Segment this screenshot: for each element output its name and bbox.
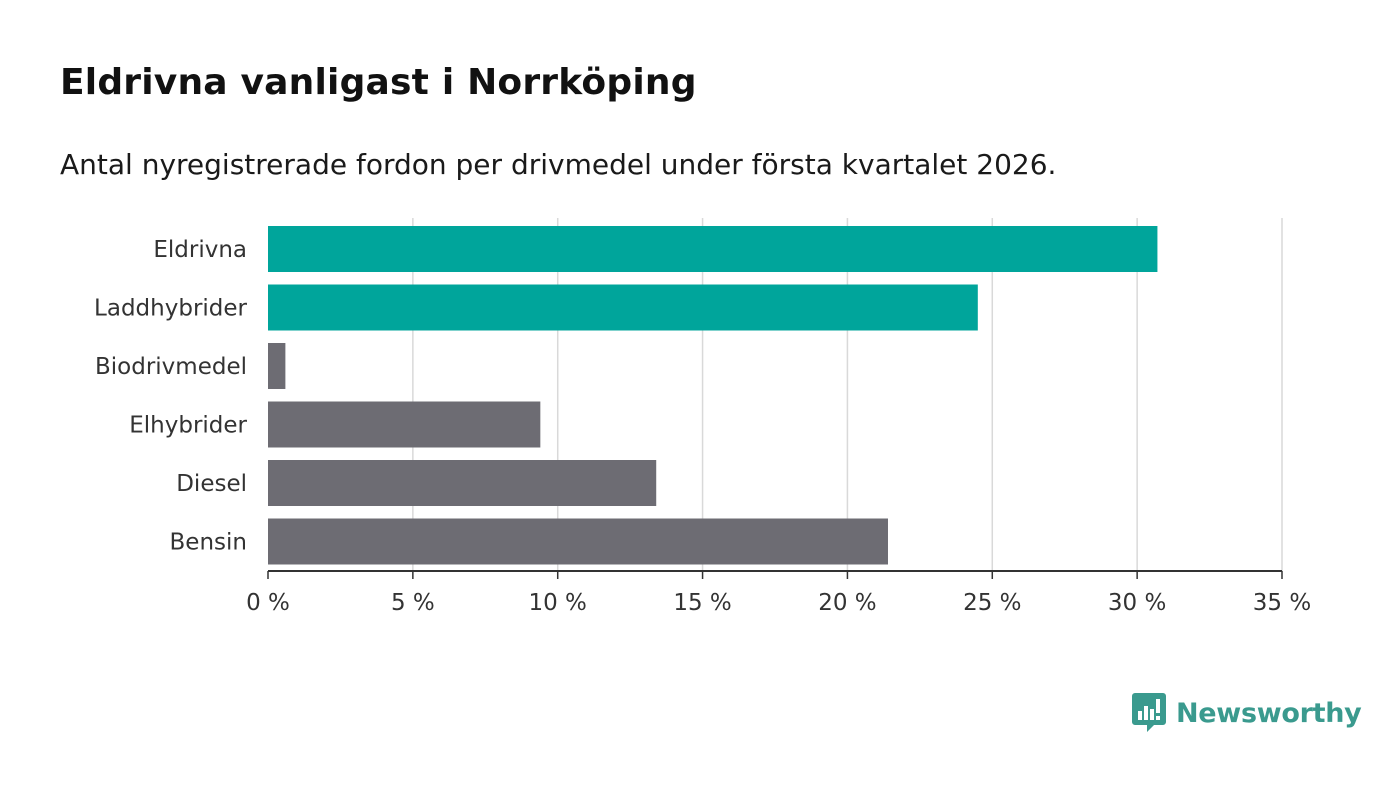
x-tick-label: 25 % — [963, 590, 1021, 616]
brand-name: Newsworthy — [1176, 697, 1362, 729]
x-axis: 0 % 5 % 10 % 15 % 20 % 25 % 30 % 35 % — [246, 570, 1311, 616]
chart-title: Eldrivna vanligast i Norrköping — [60, 62, 697, 103]
bar-diesel — [268, 460, 657, 506]
category-labels: Eldrivna Laddhybrider Biodrivmedel Elhybrid… — [94, 237, 247, 556]
x-tick-label: 30 % — [1108, 590, 1166, 616]
brand-logo: Newsworthy — [1132, 692, 1362, 734]
chart-subtitle: Antal nyregistrerade fordon per drivmede… — [60, 148, 1057, 181]
bar-bensin — [268, 518, 888, 565]
category-label: Laddhybrider — [94, 296, 247, 322]
grid-lines — [412, 218, 1283, 571]
x-tick-label: 10 % — [528, 590, 586, 616]
bar-eldrivna — [268, 226, 1158, 272]
category-label: Bensin — [170, 530, 247, 556]
x-tick-label: 0 % — [246, 590, 290, 616]
bar-biodrivmedel — [268, 343, 286, 389]
category-label: Diesel — [176, 471, 247, 497]
x-tick-label: 15 % — [673, 590, 731, 616]
category-label: Eldrivna — [153, 237, 247, 263]
bar-laddhybrider — [268, 284, 978, 331]
bar-chart-speech-bubble-icon — [1132, 693, 1166, 732]
bar-elhybrider — [268, 401, 541, 448]
x-tick-label: 35 % — [1253, 590, 1311, 616]
x-tick-label: 5 % — [391, 590, 435, 616]
category-label: Biodrivmedel — [95, 354, 247, 380]
bars — [268, 226, 1158, 565]
x-tick-label: 20 % — [818, 590, 876, 616]
category-label: Elhybrider — [129, 413, 247, 439]
